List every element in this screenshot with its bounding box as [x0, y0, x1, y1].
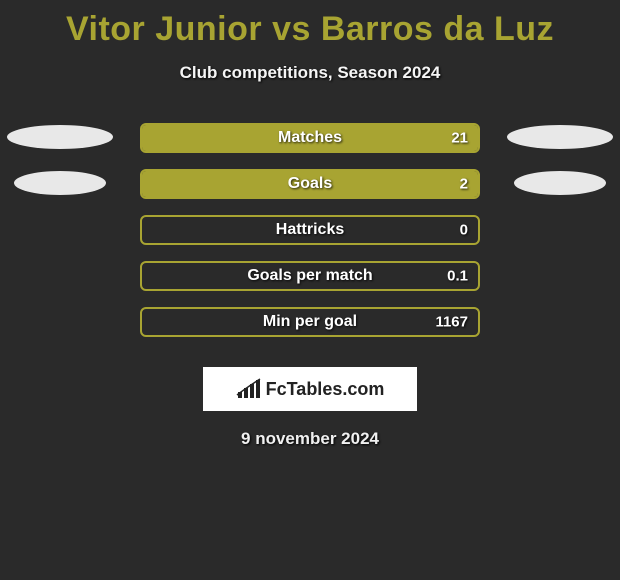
- bars-chart-icon: [236, 378, 262, 400]
- stat-value: 2: [460, 176, 468, 193]
- stat-bar-track: Matches 21: [140, 123, 480, 153]
- stat-bar-track: Min per goal 1167: [140, 307, 480, 337]
- stat-label: Hattricks: [276, 221, 344, 239]
- stat-row: Hattricks 0: [0, 207, 620, 253]
- comparison-infographic: Vitor Junior vs Barros da Luz Club compe…: [0, 0, 620, 580]
- date-text: 9 november 2024: [0, 429, 620, 449]
- logo-text: FcTables.com: [266, 379, 385, 400]
- stat-label: Min per goal: [263, 313, 357, 331]
- stat-row: Matches 21: [0, 115, 620, 161]
- stat-bar-track: Goals per match 0.1: [140, 261, 480, 291]
- subtitle: Club competitions, Season 2024: [0, 63, 620, 83]
- stats-chart: Matches 21 Goals 2 Hattricks 0 Goals per match…: [0, 115, 620, 345]
- stat-label: Goals per match: [247, 267, 372, 285]
- stat-value: 21: [451, 130, 468, 147]
- stat-bar-track: Hattricks 0: [140, 215, 480, 245]
- stat-label: Matches: [278, 129, 342, 147]
- page-title: Vitor Junior vs Barros da Luz: [0, 0, 620, 49]
- stat-row: Goals 2: [0, 161, 620, 207]
- logo-box: FcTables.com: [203, 367, 417, 411]
- logo-inner: FcTables.com: [236, 378, 385, 400]
- stat-value: 0.1: [447, 268, 468, 285]
- stat-bar-track: Goals 2: [140, 169, 480, 199]
- stat-value: 0: [460, 222, 468, 239]
- stat-value: 1167: [435, 314, 468, 331]
- stat-label: Goals: [288, 175, 332, 193]
- stat-row: Goals per match 0.1: [0, 253, 620, 299]
- stat-row: Min per goal 1167: [0, 299, 620, 345]
